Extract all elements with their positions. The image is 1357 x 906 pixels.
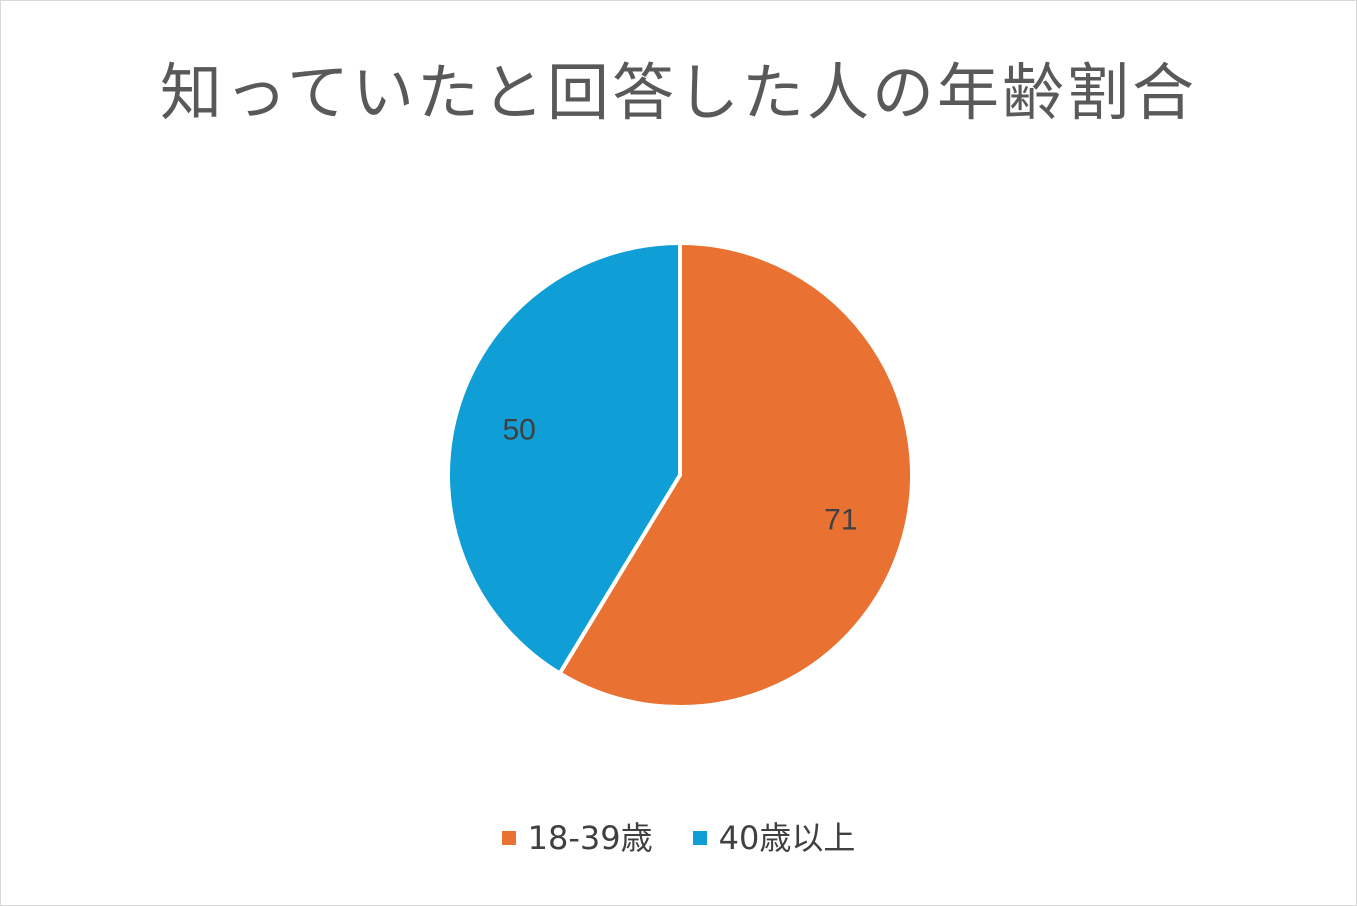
legend-label-18-39: 18-39歳: [527, 819, 653, 857]
legend-item-40-plus: 40歳以上: [692, 813, 856, 863]
pie-data-labels: 71 50: [502, 414, 857, 537]
legend-label-40-plus: 40歳以上: [718, 819, 856, 857]
pie-slices: [446, 241, 914, 709]
legend-swatch-18-39: [501, 831, 516, 845]
data-label-18-39: 71: [824, 503, 857, 536]
pie-slice-18-39: [557, 241, 914, 709]
legend-item-18-39: 18-39歳: [501, 813, 653, 863]
pie-slice-40-plus: [446, 241, 682, 676]
chart-title: 知っていたと回答した人の年齢割合: [160, 56, 1197, 129]
data-label-40-plus: 50: [502, 414, 535, 447]
chart-legend: 18-39歳 40歳以上: [1, 813, 1356, 863]
legend-swatch-40-plus: [692, 831, 707, 845]
